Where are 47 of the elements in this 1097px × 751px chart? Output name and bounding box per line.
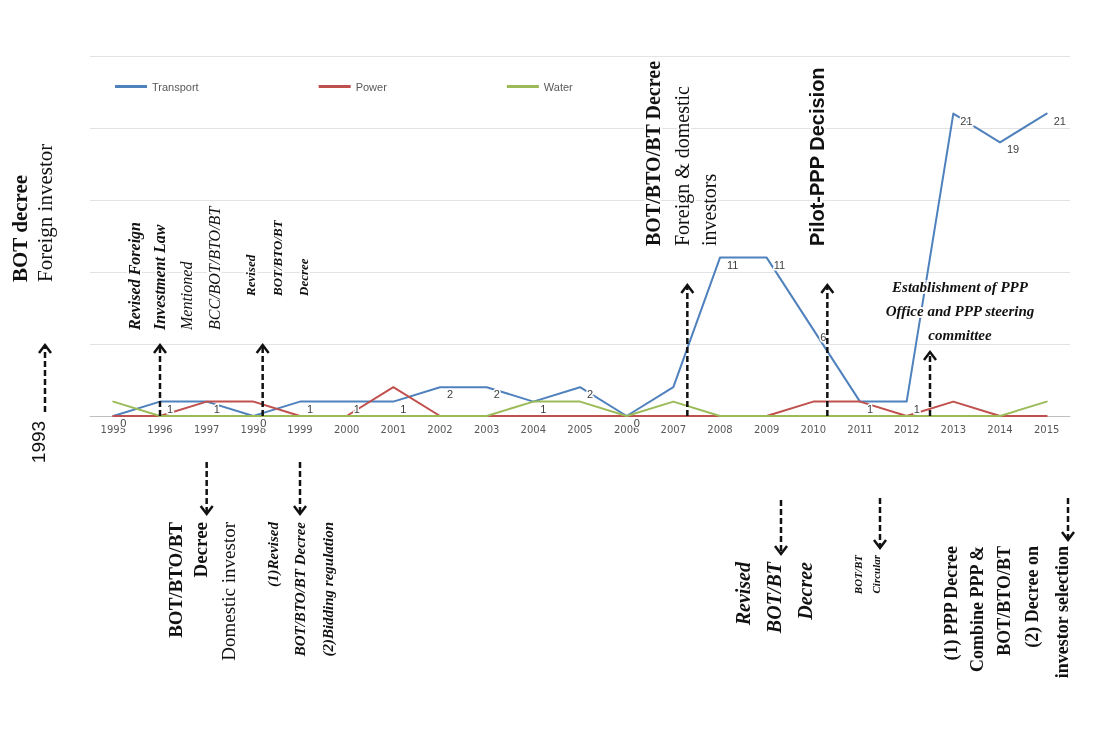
legend-label: Power	[355, 80, 388, 93]
x-tick-label: 2005	[567, 423, 593, 435]
data-label: 1	[167, 402, 174, 415]
text: BOT decree Foreign investor	[8, 143, 57, 282]
x-tick-label: 2014	[987, 423, 1013, 435]
x-tick-label: 1999	[287, 423, 313, 435]
annotation: Revised Foreign Investment Law Mentioned BCC/BOT/BTO/BT	[126, 205, 223, 331]
x-tick-label: 2010	[800, 423, 827, 435]
x-tick-label: 2011	[847, 423, 873, 435]
x-tick-label: 2013	[940, 423, 967, 435]
text: Revised BOT/BT Decree	[732, 561, 816, 635]
x-tick-label: 2012	[893, 423, 920, 435]
text: BOT/BT Circular	[852, 553, 882, 596]
legend-label: Transport	[152, 80, 199, 93]
data-label: 1	[213, 402, 220, 415]
x-tick-label: 2009	[753, 423, 780, 435]
data-label: 2	[493, 388, 500, 401]
annotation: Revised BOT/BTO/BT Decree	[243, 219, 311, 297]
data-label: 6	[820, 330, 827, 343]
x-tick-label: 2015	[1033, 423, 1060, 435]
data-label: 11	[727, 258, 739, 271]
x-tick-label: 2007	[660, 423, 687, 435]
data-label: 2	[447, 388, 454, 401]
annotation: Pilot-PPP Decision	[806, 67, 828, 246]
x-tick-label: 1996	[147, 423, 173, 435]
text: 1993	[28, 420, 49, 464]
data-label: 1	[913, 402, 920, 415]
data-label: 1	[307, 402, 314, 415]
x-tick-label: 2008	[707, 423, 733, 435]
data-label: 19	[1007, 143, 1020, 156]
x-tick-label: 2004	[520, 423, 547, 435]
x-tick-label: 1997	[193, 423, 220, 435]
text: BOT/BTO/BT Decree Domestic investor	[165, 521, 239, 661]
data-label: 1	[867, 402, 874, 415]
legend-label: Water	[543, 80, 574, 93]
data-label: 21	[1053, 114, 1066, 127]
x-tick-label: 2003	[473, 423, 500, 435]
text: (1)Revised BOT/BTO/BT Decree (2)Bidding regulation	[265, 521, 337, 658]
text: (1) PPP Decree Combine PPP & BOT/BTO/BT (2) Decree on investor selection	[941, 546, 1072, 679]
data-label: 0	[260, 417, 267, 429]
data-label: 1	[540, 402, 547, 415]
data-label: 11	[773, 258, 786, 271]
x-tick-label: 2000	[333, 423, 360, 435]
x-tick-label: 2001	[380, 423, 407, 435]
x-tick-label: 2002	[427, 423, 453, 435]
annotation: BOT/BTO/BT Decree Foreign & domestic investors	[642, 60, 720, 246]
data-label: 1	[400, 402, 407, 415]
